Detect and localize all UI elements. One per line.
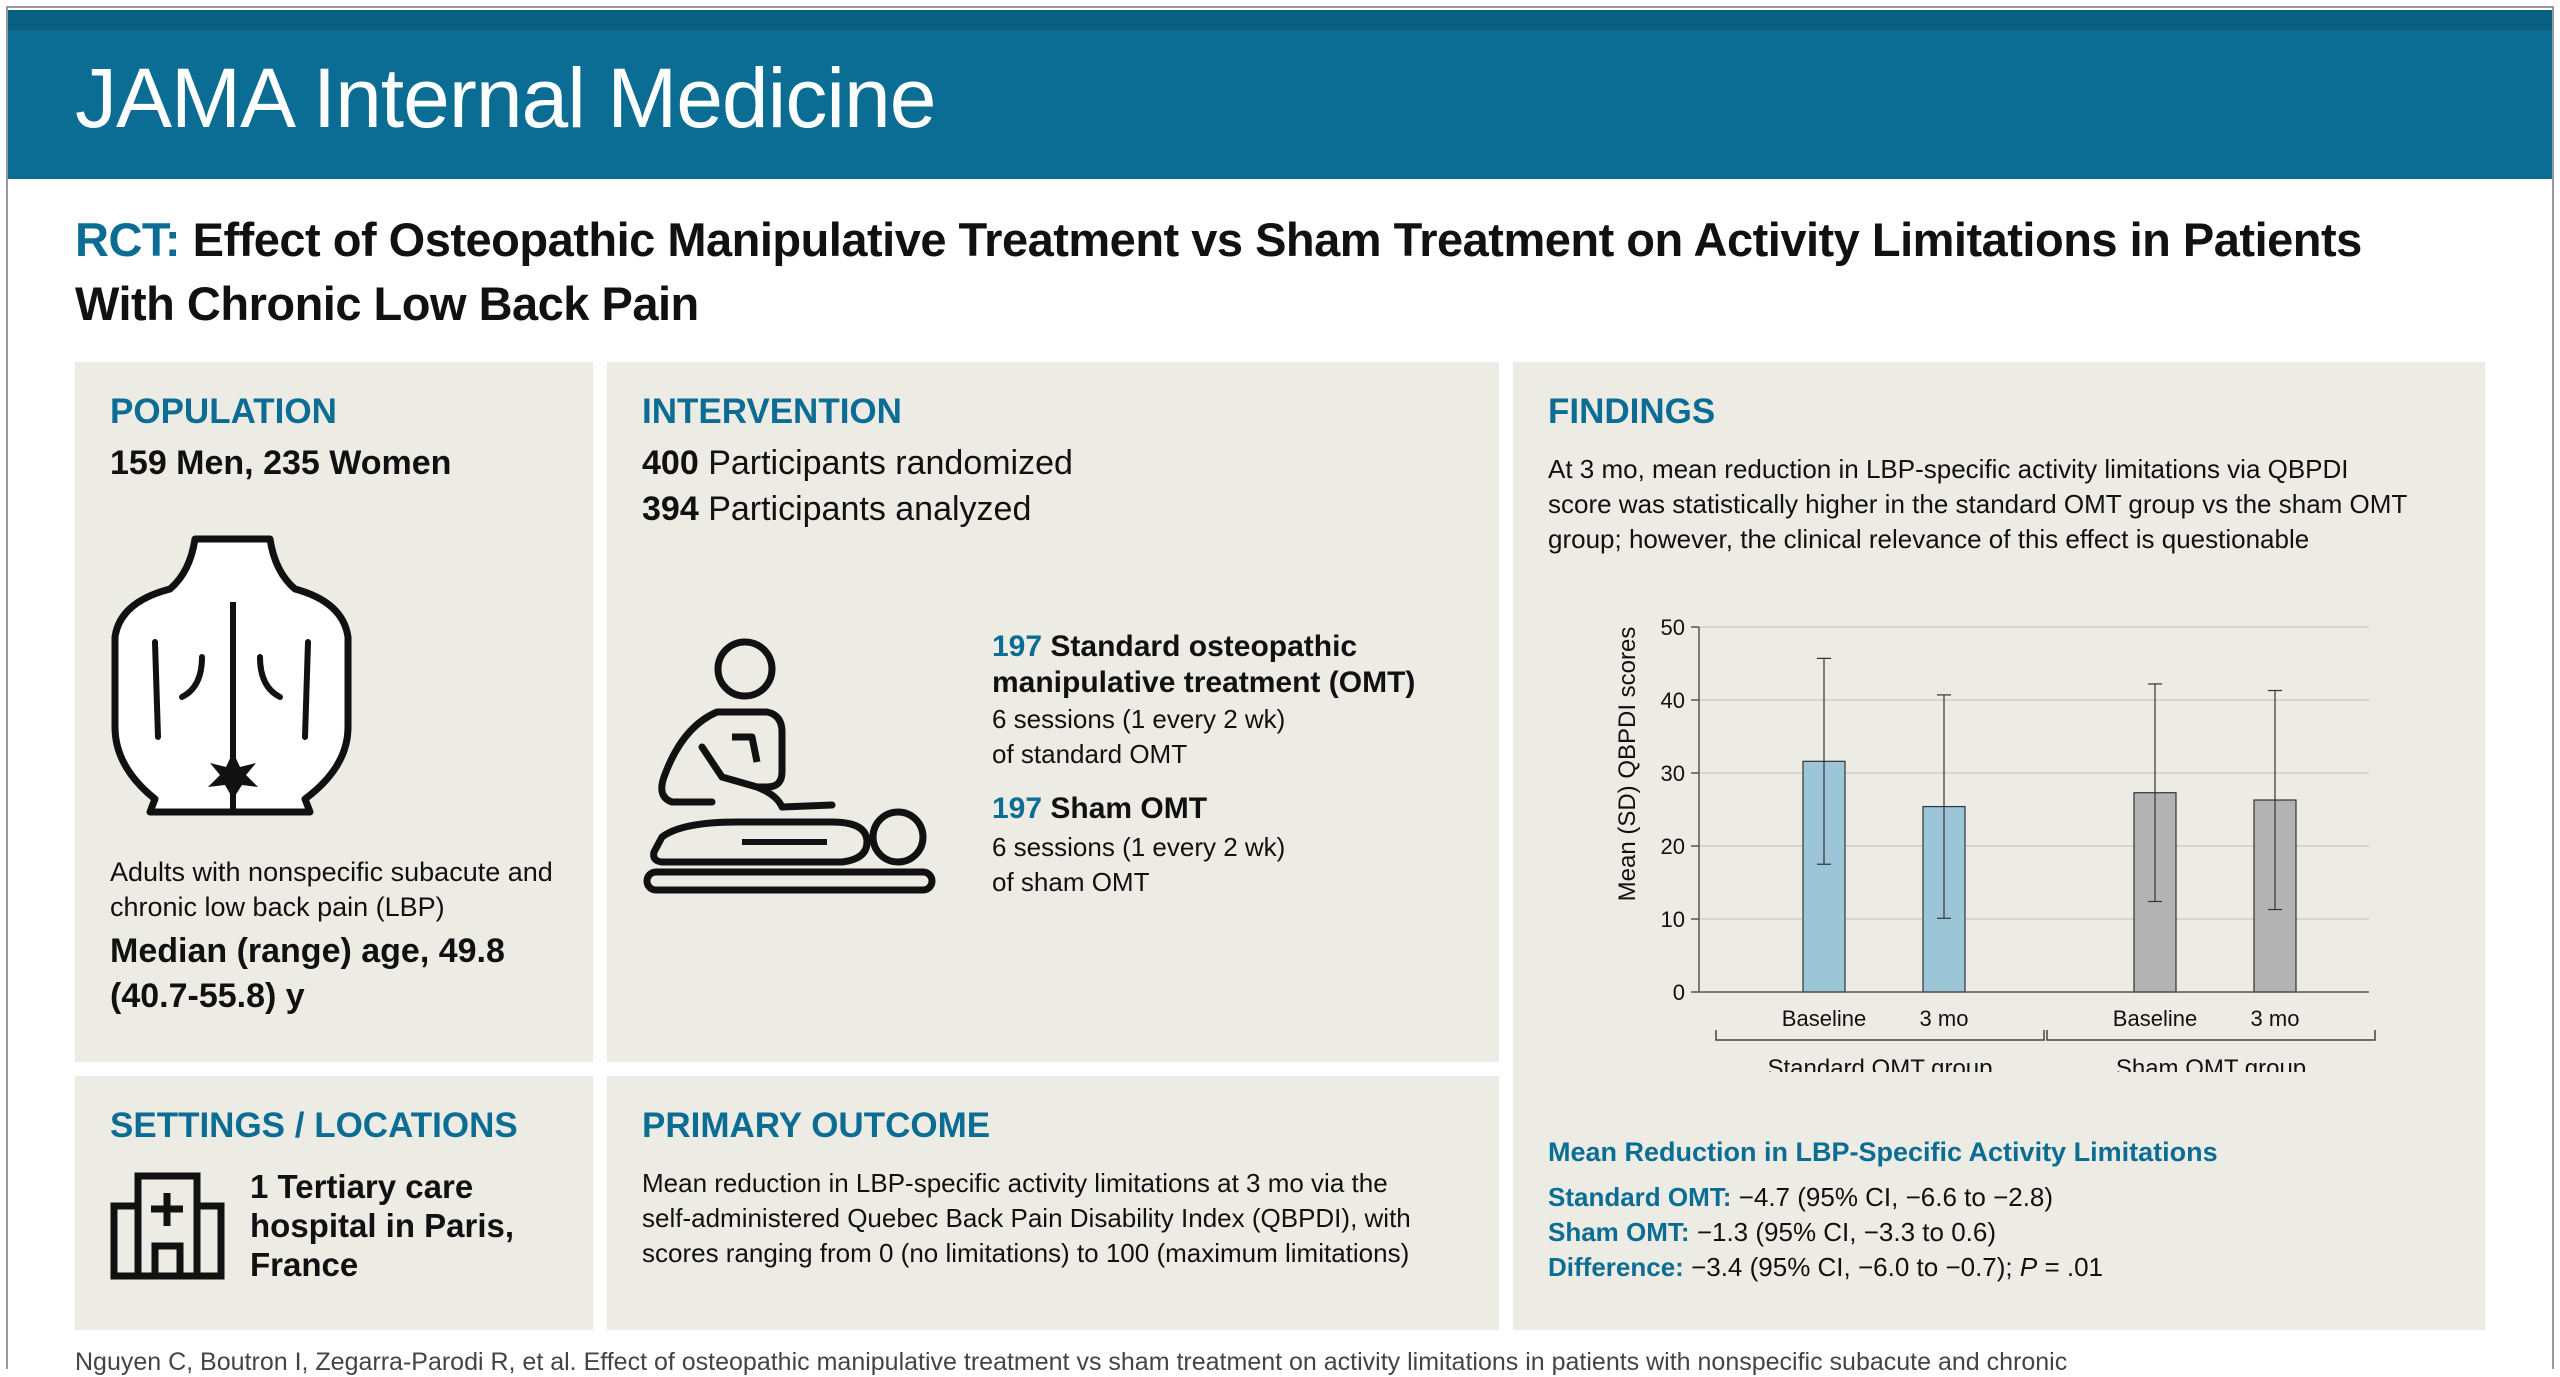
y-tick-label: 30 [1661, 761, 1685, 786]
group-bracket [2046, 1030, 2376, 1041]
analyzed-number: 394 [642, 490, 699, 528]
settings-line3: France [250, 1246, 359, 1283]
population-counts: 159 Men, 235 Women [110, 444, 452, 482]
population-desc-line2: chronic low back pain (LBP) [110, 892, 445, 922]
page-title: RCT: Effect of Osteopathic Manipulative … [75, 208, 2495, 336]
population-desc-line1: Adults with nonspecific subacute and [110, 857, 553, 887]
outcome-heading: PRIMARY OUTCOME [642, 1106, 991, 1145]
summary-difference: Difference: −3.4 (95% CI, −6.0 to −0.7);… [1548, 1252, 2103, 1283]
summary-diff-label: Difference: [1548, 1252, 1684, 1282]
osteopathic-treatment-icon [643, 638, 936, 894]
group2-number: 197 [992, 792, 1043, 825]
randomized-number: 400 [642, 444, 699, 482]
summary-sham-label: Sham OMT: [1548, 1217, 1690, 1247]
settings-heading: SETTINGS / LOCATIONS [110, 1106, 518, 1145]
journal-header [8, 10, 2552, 179]
group2-desc-line2: of sham OMT [992, 867, 1150, 897]
randomized-label: Participants randomized [708, 444, 1073, 482]
y-tick-label: 40 [1661, 688, 1685, 713]
findings-panel: FINDINGS At 3 mo, mean reduction in LBP-… [1513, 362, 2485, 1330]
title-prefix: RCT: [75, 213, 181, 266]
title-line1: Effect of Osteopathic Manipulative Treat… [192, 213, 2363, 266]
group2-desc-line1: 6 sessions (1 every 2 wk) [992, 832, 1286, 862]
outcome-line1: Mean reduction in LBP-specific activity … [642, 1168, 1388, 1198]
x-tick-label: Baseline [1782, 1006, 1866, 1031]
population-age-line1: Median (range) age, 49.8 [110, 932, 505, 970]
intervention-panel: INTERVENTION 400 Participants randomized… [607, 362, 1499, 1062]
population-age-line2: (40.7-55.8) y [110, 977, 305, 1015]
summary-p-value: = .01 [2044, 1252, 2104, 1282]
group1-desc-line1: 6 sessions (1 every 2 wk) [992, 704, 1286, 734]
summary-diff-value: −3.4 (95% CI, −6.0 to −0.7); [1691, 1252, 2013, 1282]
y-tick-label: 10 [1661, 907, 1685, 932]
x-tick-label: 3 mo [2251, 1006, 2300, 1031]
summary-p-label: P [2019, 1252, 2038, 1282]
group-label: Standard OMT group [1767, 1055, 1992, 1072]
intervention-heading: INTERVENTION [642, 392, 902, 431]
header-strip [8, 10, 2552, 30]
group1-title-line1: 197 Standard osteopathic [992, 630, 1357, 664]
group-bracket [1715, 1030, 2045, 1041]
summary-sham-value: −1.3 (95% CI, −3.3 to 0.6) [1696, 1217, 1996, 1247]
x-tick-label: 3 mo [1920, 1006, 1969, 1031]
y-tick-label: 0 [1673, 980, 1685, 1005]
analyzed-line: 394 Participants analyzed [642, 490, 1031, 529]
findings-text-line1: At 3 mo, mean reduction in LBP-specific … [1548, 454, 2349, 484]
summary-standard-label: Standard OMT: [1548, 1182, 1732, 1212]
y-tick-label: 20 [1661, 834, 1685, 859]
back-pain-icon [111, 535, 352, 816]
group1-desc-line2: of standard OMT [992, 739, 1188, 769]
group1-title-text: Standard osteopathic [1050, 630, 1358, 663]
group2-title-text: Sham OMT [1050, 792, 1208, 825]
summary-sham: Sham OMT: −1.3 (95% CI, −3.3 to 0.6) [1548, 1217, 1996, 1248]
title-line2: With Chronic Low Back Pain [75, 277, 699, 330]
summary-standard: Standard OMT: −4.7 (95% CI, −6.6 to −2.8… [1548, 1182, 2053, 1213]
group-label: Sham OMT group [2116, 1055, 2306, 1072]
journal-title: JAMA Internal Medicine [75, 51, 936, 145]
summary-standard-value: −4.7 (95% CI, −6.6 to −2.8) [1738, 1182, 2054, 1212]
citation: Nguyen C, Boutron I, Zegarra-Parodi R, e… [75, 1348, 2068, 1376]
outcome-line3: scores ranging from 0 (no limitations) t… [642, 1238, 1410, 1268]
settings-line2: hospital in Paris, [250, 1207, 515, 1244]
chart-y-axis-label: Mean (SD) QBPDI scores [1614, 627, 1641, 902]
group1-title-line2: manipulative treatment (OMT) [992, 666, 1416, 699]
settings-line1: 1 Tertiary care [250, 1168, 474, 1205]
settings-panel: SETTINGS / LOCATIONS 1 Tertiary care hos… [75, 1076, 593, 1330]
outcome-panel: PRIMARY OUTCOME Mean reduction in LBP-sp… [607, 1076, 1499, 1330]
y-tick-label: 50 [1661, 615, 1685, 640]
findings-text-line3: group; however, the clinical relevance o… [1548, 524, 2310, 554]
qbpdi-bar-chart: Mean (SD) QBPDI scores 0 10 20 30 40 50 Baseli… [1614, 615, 2376, 1072]
summary-heading: Mean Reduction in LBP-Specific Activity … [1548, 1137, 2218, 1167]
hospital-icon [110, 1172, 225, 1280]
findings-text-line2: score was statistically higher in the st… [1548, 489, 2408, 519]
group2-title: 197 Sham OMT [992, 792, 1207, 826]
findings-heading: FINDINGS [1548, 392, 1716, 431]
group1-number: 197 [992, 630, 1043, 663]
population-panel: POPULATION 159 Men, 235 Women Adults wit… [75, 362, 593, 1062]
population-heading: POPULATION [110, 392, 337, 431]
randomized-line: 400 Participants randomized [642, 444, 1073, 483]
analyzed-label: Participants analyzed [708, 490, 1032, 528]
x-tick-label: Baseline [2113, 1006, 2197, 1031]
outcome-line2: self-administered Quebec Back Pain Disab… [642, 1203, 1411, 1233]
